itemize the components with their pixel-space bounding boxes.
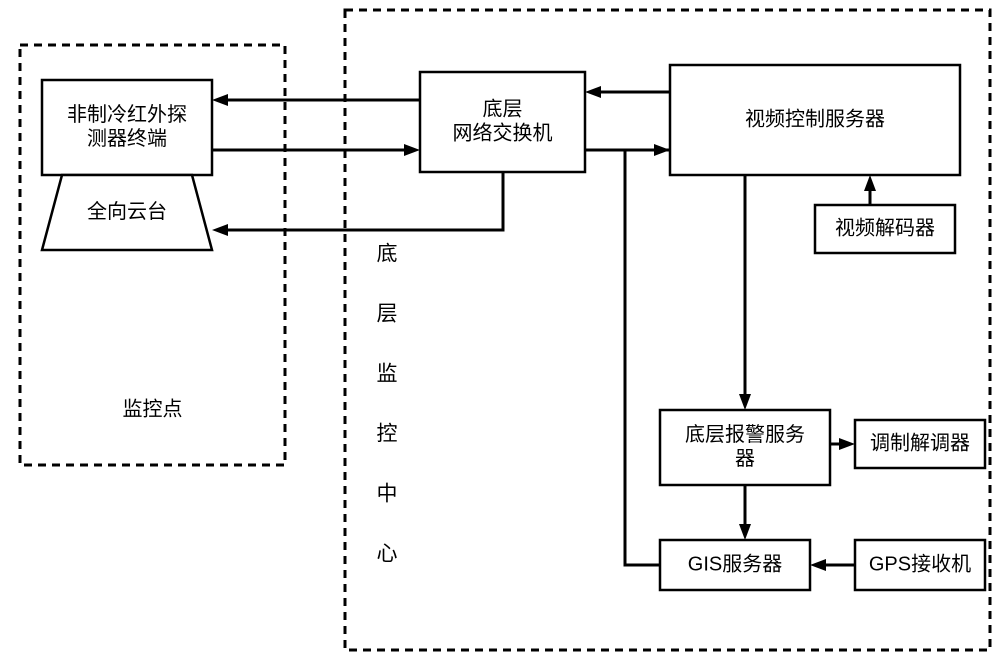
alarm-server-box-label-1: 底层报警服务 <box>685 423 805 446</box>
video-control-server-box-label: 视频控制服务器 <box>745 107 885 130</box>
bottom-center-label-char: 心 <box>377 543 398 566</box>
connector-polyline <box>625 150 670 565</box>
ir-terminal-box-label-2: 测器终端 <box>87 127 167 150</box>
network-switch-box-label-1: 底层 <box>483 97 523 120</box>
modem-box-label: 调制解调器 <box>870 431 970 454</box>
bottom-center-label-char: 中 <box>377 483 398 506</box>
pan-tilt-label: 全向云台 <box>87 200 167 223</box>
bottom-center-label-char: 底 <box>377 243 398 266</box>
video-decoder-box-label: 视频解码器 <box>835 216 935 239</box>
network-switch-box-label-2: 网络交换机 <box>453 121 553 144</box>
monitoring-point-label: 监控点 <box>123 397 183 420</box>
ir-terminal-box-label-1: 非制冷红外探 <box>67 103 187 126</box>
gis-server-box-label: GIS服务器 <box>688 552 782 575</box>
connector-polyline <box>420 172 503 230</box>
gps-receiver-box-label: GPS接收机 <box>869 552 971 575</box>
bottom-center-label-char: 控 <box>377 423 398 446</box>
bottom-center-label-char: 层 <box>377 303 398 326</box>
alarm-server-box-label-2: 器 <box>735 448 755 470</box>
bottom-center-label-char: 监 <box>377 363 398 386</box>
